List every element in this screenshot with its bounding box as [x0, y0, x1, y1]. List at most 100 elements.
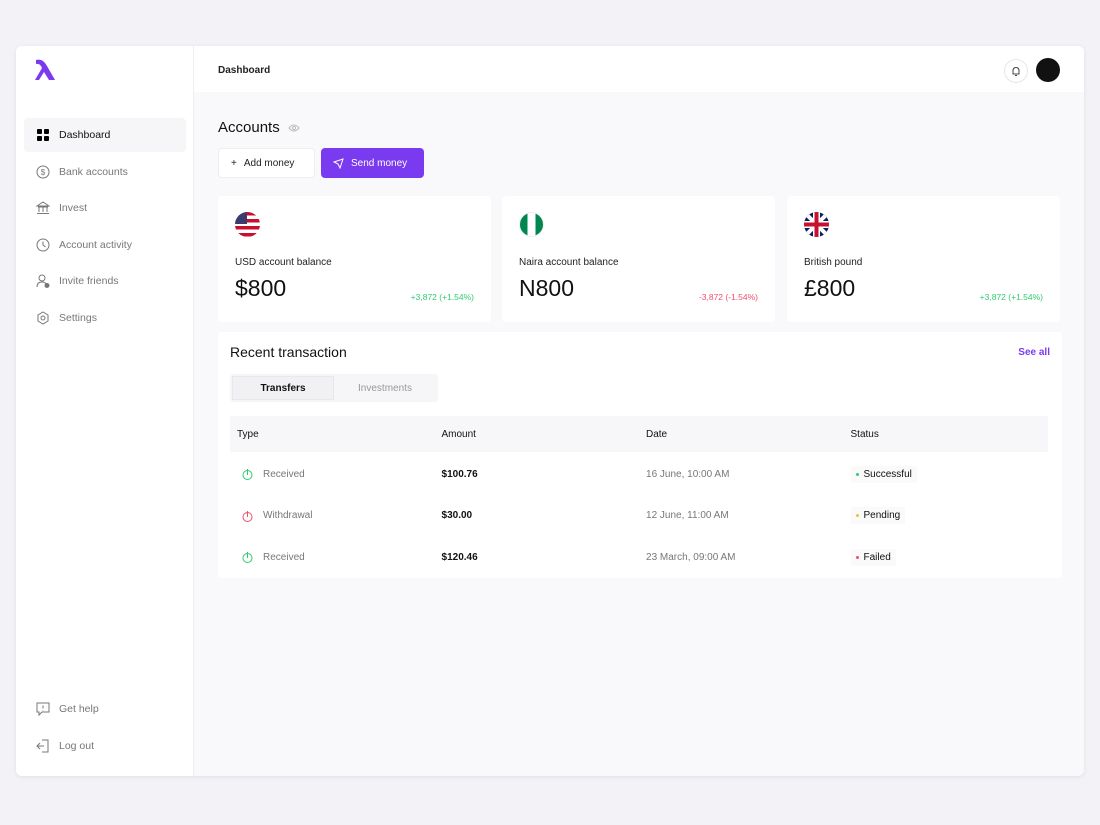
see-all-link[interactable]: See all — [1018, 347, 1050, 358]
send-icon — [333, 157, 344, 169]
status-cell: Pending — [844, 507, 1049, 524]
column-header: Status — [850, 428, 879, 440]
card-label: British pound — [804, 257, 863, 268]
column-header: Amount — [441, 428, 476, 440]
card-label: Naira account balance — [519, 257, 619, 268]
gear-icon — [37, 310, 49, 325]
tab-transfers[interactable]: Transfers — [232, 376, 334, 400]
section-title: Recent transaction — [230, 344, 347, 360]
add-money-label: Add money — [243, 157, 295, 169]
amount-cell: $100.76 — [441, 468, 478, 480]
arrow-down-icon — [242, 469, 253, 480]
status-dot — [855, 472, 859, 476]
sidebar-item-label: Bank accounts — [59, 165, 128, 178]
sidebar-item-log-out[interactable]: Log out — [24, 729, 186, 763]
transaction-tabs: Transfers Investments — [230, 374, 438, 402]
gb-flag-icon — [804, 212, 829, 237]
notifications-button[interactable] — [1004, 59, 1028, 83]
clock-icon — [36, 238, 50, 251]
status-dot — [855, 514, 859, 517]
date-cell: 12 June, 11:00 AM — [646, 510, 729, 521]
amount-cell: $30.00 — [441, 510, 473, 521]
status-cell: Successful — [844, 465, 1049, 483]
sidebar-item-dashboard[interactable]: Dashboard — [24, 118, 186, 152]
status-label: Pending — [863, 510, 901, 521]
us-flag-icon — [235, 212, 260, 237]
type-cell: Withdrawal — [230, 510, 435, 522]
sidebar-item-label: Account activity — [59, 238, 132, 251]
ng-flag-icon — [519, 212, 544, 237]
amount-cell: $120.46 — [441, 551, 478, 563]
sidebar-item-settings[interactable]: Settings — [24, 301, 186, 335]
eye-icon[interactable] — [288, 122, 300, 134]
tab-investments[interactable]: Investments — [358, 382, 412, 394]
date-cell: 23 March, 09:00 AM — [646, 551, 736, 563]
status-dot — [855, 555, 859, 559]
table-row[interactable]: Received $100.76 16 June, 10:00 AM Succe… — [230, 454, 1048, 494]
type-label: Withdrawal — [263, 510, 313, 521]
status-badge: Successful — [850, 465, 917, 483]
card-change: -3,872 (-1.54%) — [698, 292, 758, 302]
bank-icon — [36, 201, 50, 214]
recent-transactions: Recent transaction See all Transfers Inv… — [218, 332, 1062, 578]
top-bar: Dashboard — [194, 46, 1084, 92]
status-label: Successful — [863, 468, 912, 480]
sidebar-item-bank-accounts[interactable]: $ Bank accounts — [24, 155, 186, 189]
sidebar: Dashboard $ Bank accounts Invest Account … — [16, 46, 194, 776]
card-change: +3,872 (+1.54%) — [979, 292, 1043, 302]
logo[interactable] — [34, 58, 56, 87]
send-money-button[interactable]: Send money — [321, 148, 424, 178]
sidebar-item-label: Invest — [59, 202, 88, 214]
date-cell: 16 June, 10:00 AM — [646, 468, 730, 480]
breadcrumb: Dashboard — [218, 65, 271, 76]
help-icon — [36, 702, 50, 716]
table-row[interactable]: Withdrawal $30.00 12 June, 11:00 AM Pend… — [230, 496, 1048, 536]
send-money-label: Send money — [351, 157, 408, 169]
card-change: +3,872 (+1.54%) — [410, 292, 474, 302]
arrow-up-icon — [242, 510, 253, 522]
avatar[interactable] — [1036, 58, 1060, 82]
user-plus-icon — [36, 274, 50, 288]
table-header: Type Amount Date Status — [230, 416, 1048, 452]
type-label: Received — [263, 551, 305, 563]
type-cell: Received — [230, 551, 435, 563]
plus-icon: + — [231, 157, 237, 169]
sidebar-item-label: Dashboard — [59, 129, 111, 141]
dollar-icon: $ — [36, 165, 50, 178]
sidebar-bottom: Get help Log out — [24, 692, 186, 765]
type-label: Received — [263, 468, 305, 480]
page-title: Accounts — [218, 119, 280, 136]
account-card-naira[interactable]: Naira account balance N800 -3,872 (-1.54… — [502, 196, 775, 322]
sidebar-item-label: Invite friends — [59, 275, 119, 287]
sidebar-item-label: Settings — [59, 311, 97, 324]
table-row[interactable]: Received $120.46 23 March, 09:00 AM Fail… — [230, 537, 1048, 577]
sidebar-item-get-help[interactable]: Get help — [24, 692, 186, 726]
accounts-heading: Accounts — [218, 119, 300, 136]
app-window: Dashboard $ Bank accounts Invest Account … — [16, 46, 1084, 776]
account-card-usd[interactable]: USD account balance $800 +3,872 (+1.54%) — [218, 196, 491, 322]
sidebar-nav: Dashboard $ Bank accounts Invest Account … — [24, 118, 186, 337]
status-cell: Failed — [844, 548, 1049, 566]
sidebar-item-account-activity[interactable]: Account activity — [24, 228, 186, 262]
sidebar-item-label: Log out — [59, 739, 95, 752]
logout-icon — [36, 739, 49, 752]
svg-text:$: $ — [41, 168, 46, 177]
column-header: Type — [237, 428, 259, 440]
add-money-button[interactable]: + Add money — [218, 148, 315, 178]
column-header: Date — [646, 428, 668, 440]
card-balance: £800 — [804, 275, 856, 301]
grid-icon — [37, 129, 49, 141]
bell-icon — [1012, 66, 1020, 76]
status-badge: Failed — [850, 548, 896, 566]
sidebar-item-invite-friends[interactable]: Invite friends — [24, 264, 186, 298]
arrow-down-icon — [242, 552, 253, 563]
sidebar-item-invest[interactable]: Invest — [24, 191, 186, 225]
card-balance: $800 — [235, 275, 287, 301]
sidebar-item-label: Get help — [59, 703, 99, 715]
type-cell: Received — [230, 468, 435, 480]
card-label: USD account balance — [235, 257, 332, 268]
status-badge: Pending — [850, 507, 906, 524]
account-card-gbp[interactable]: British pound £800 +3,872 (+1.54%) — [787, 196, 1060, 322]
card-balance: N800 — [519, 275, 574, 301]
status-label: Failed — [863, 551, 891, 563]
